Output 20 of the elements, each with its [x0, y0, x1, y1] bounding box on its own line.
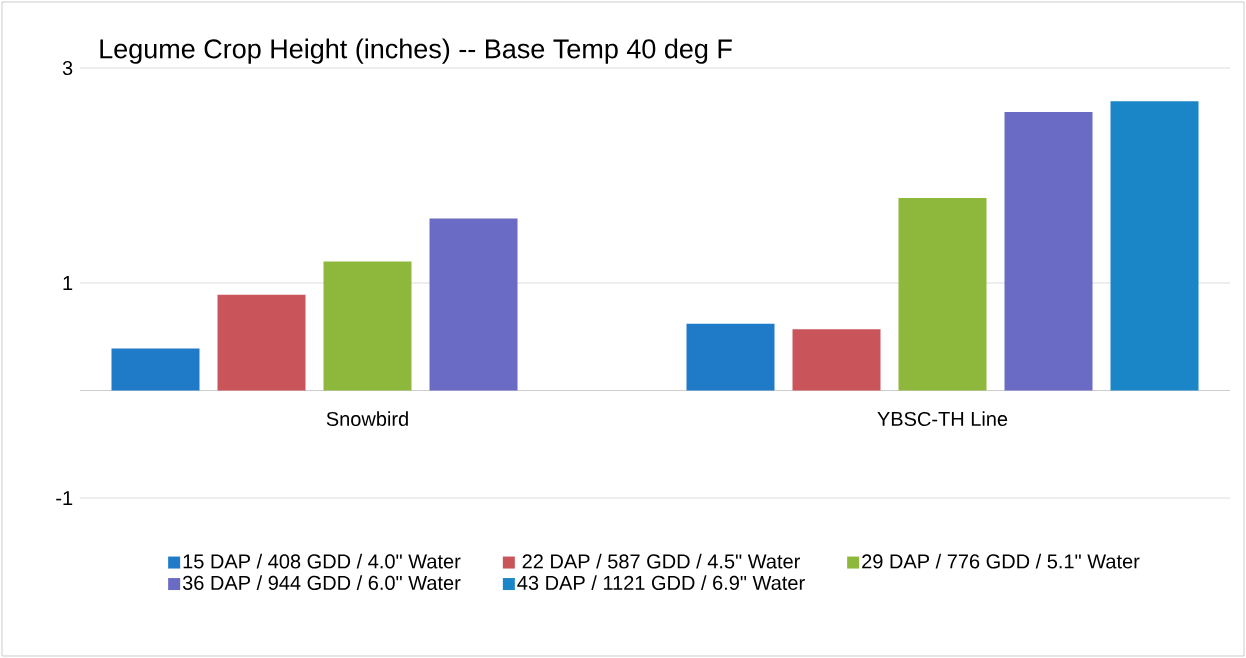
legend-label: 29 DAP / 776 GDD / 5.1" Water	[862, 553, 1140, 569]
y-tick-label: 3	[62, 60, 73, 76]
x-tick-label: Snowbird	[326, 411, 408, 427]
chart-title: Legume Crop Height (inches) -- Base Temp 40 deg F	[100, 38, 732, 64]
bar	[111, 348, 200, 391]
x-tick-label: YBSC-TH Line	[877, 411, 1008, 427]
y-tick-label: 1	[63, 276, 73, 290]
legend-label: 15 DAP / 408 GDD / 4.0" Water	[183, 553, 461, 569]
legend-label: 43 DAP / 1121 GDD / 6.9" Water	[517, 575, 805, 590]
legend-label: 22 DAP / 587 GDD / 4.5" Water	[522, 553, 800, 569]
bar	[1004, 112, 1093, 391]
bar	[323, 261, 412, 391]
bar	[217, 294, 306, 391]
bar	[429, 218, 518, 391]
bar	[898, 198, 987, 391]
bar	[792, 329, 881, 391]
bar	[686, 323, 775, 391]
y-tick-label: -1	[56, 491, 73, 505]
bar	[1110, 101, 1199, 391]
legend-label: 36 DAP / 944 GDD / 6.0" Water	[182, 575, 461, 590]
